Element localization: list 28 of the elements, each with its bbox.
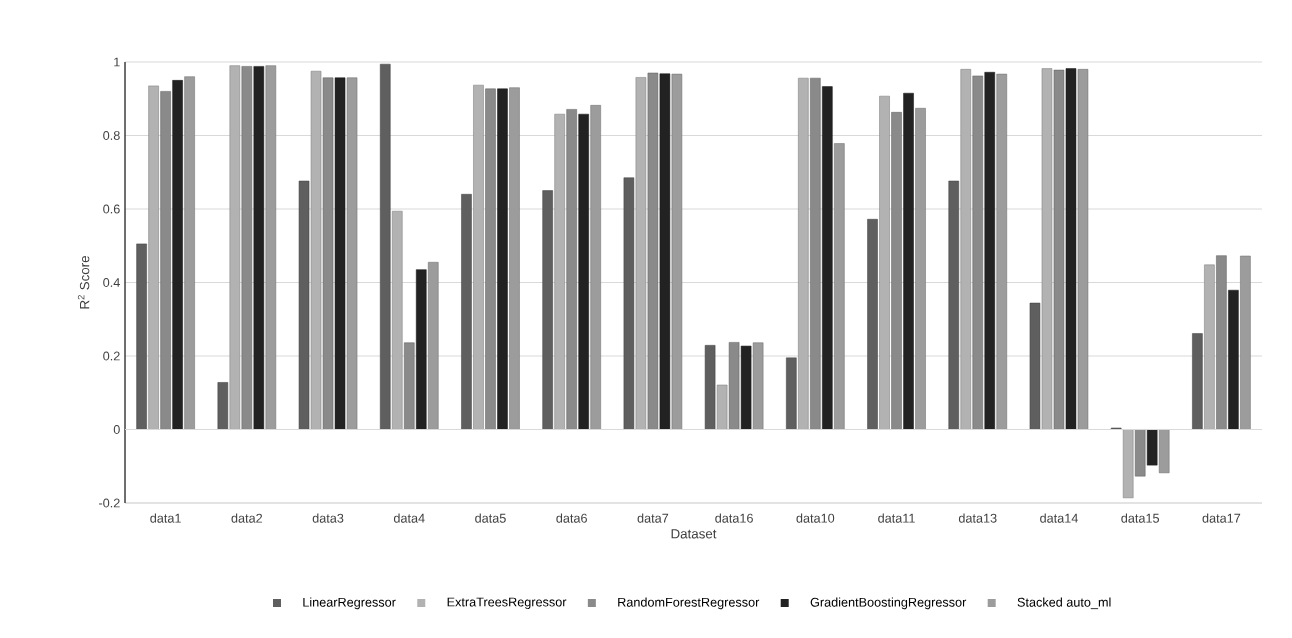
- x-tick-label: data4: [393, 513, 425, 523]
- x-tick-label: data16: [715, 513, 753, 523]
- legend-label: LinearRegressor: [303, 597, 396, 610]
- x-tick-label: data10: [796, 513, 835, 523]
- legend-label: Stacked auto_ml: [1017, 597, 1111, 610]
- y-tick-label: -0.2: [99, 498, 120, 508]
- legend-label: ExtraTreesRegressor: [447, 597, 567, 609]
- y-tick-label: 0.2: [103, 351, 120, 361]
- x-tick-label: data11: [878, 513, 915, 523]
- x-tick-label: data6: [556, 513, 587, 523]
- y-tick-label: 0: [113, 425, 120, 434]
- x-tick-label: data15: [1121, 513, 1160, 523]
- x-tick-label: data1: [150, 513, 181, 523]
- x-tick-label: data2: [231, 513, 263, 523]
- x-tick-label: data17: [1202, 513, 1241, 523]
- x-axis-title: Dataset: [671, 529, 717, 539]
- y-tick-label: 0.4: [103, 278, 120, 287]
- x-tick-label: data14: [1040, 513, 1078, 523]
- legend-label: GradientBoostingRegressor: [810, 597, 967, 610]
- y-tick-label: 1: [114, 57, 120, 67]
- x-tick-label: data5: [475, 513, 506, 523]
- x-tick-label: data7: [637, 513, 669, 523]
- y-axis-title: R$^{2}$ Score: [77, 256, 90, 309]
- x-tick-label: data3: [312, 513, 344, 523]
- y-tick-label: 0.8: [103, 131, 120, 140]
- legend-label: RandomForestRegressor: [618, 597, 760, 610]
- y-tick-label: 0.6: [103, 204, 120, 214]
- x-tick-label: data13: [958, 513, 997, 523]
